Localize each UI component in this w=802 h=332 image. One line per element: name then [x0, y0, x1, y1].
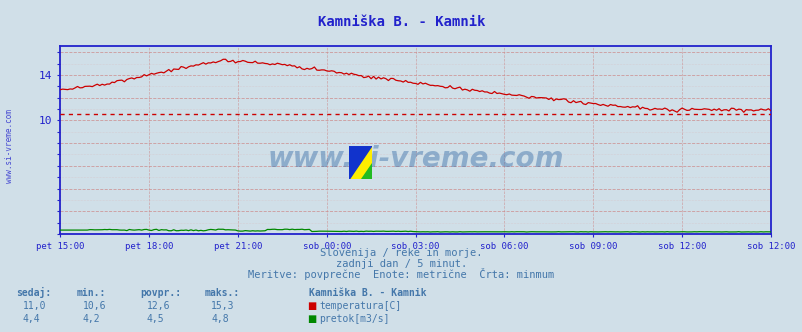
Text: maks.:: maks.:: [205, 288, 240, 298]
Text: Kamniška B. - Kamnik: Kamniška B. - Kamnik: [309, 288, 426, 298]
Text: Meritve: povprečne  Enote: metrične  Črta: minmum: Meritve: povprečne Enote: metrične Črta:…: [248, 268, 554, 280]
Polygon shape: [360, 163, 371, 179]
Text: ■: ■: [307, 301, 317, 311]
Text: 4,4: 4,4: [22, 314, 40, 324]
Text: sedaj:: sedaj:: [16, 287, 51, 298]
Text: www.si-vreme.com: www.si-vreme.com: [5, 109, 14, 183]
Text: povpr.:: povpr.:: [140, 288, 181, 298]
Text: 4,2: 4,2: [83, 314, 100, 324]
Text: 4,8: 4,8: [211, 314, 229, 324]
Polygon shape: [349, 146, 371, 179]
Text: min.:: min.:: [76, 288, 106, 298]
Text: 10,6: 10,6: [83, 301, 106, 311]
Text: Slovenija / reke in morje.: Slovenija / reke in morje.: [320, 248, 482, 258]
Text: temperatura[C]: temperatura[C]: [319, 301, 401, 311]
Polygon shape: [349, 146, 371, 179]
Text: Kamniška B. - Kamnik: Kamniška B. - Kamnik: [318, 15, 484, 29]
Text: 11,0: 11,0: [22, 301, 46, 311]
Text: www.si-vreme.com: www.si-vreme.com: [267, 145, 563, 173]
Text: 4,5: 4,5: [147, 314, 164, 324]
Text: zadnji dan / 5 minut.: zadnji dan / 5 minut.: [335, 259, 467, 269]
Text: 15,3: 15,3: [211, 301, 234, 311]
Text: 12,6: 12,6: [147, 301, 170, 311]
Text: pretok[m3/s]: pretok[m3/s]: [319, 314, 390, 324]
Text: ■: ■: [307, 314, 317, 324]
